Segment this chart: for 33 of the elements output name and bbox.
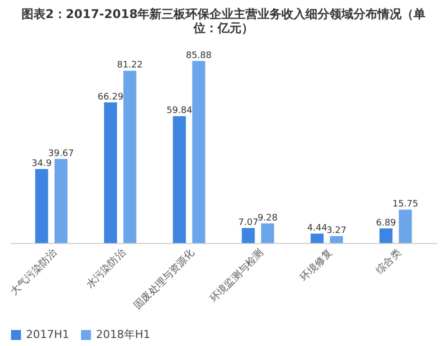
- bar: [123, 70, 136, 243]
- data-label: 9.28: [258, 213, 278, 224]
- bar: [104, 102, 118, 243]
- bar: [380, 228, 393, 243]
- data-label: 6.89: [376, 218, 396, 228]
- data-label: 59.84: [166, 106, 193, 116]
- bar: [242, 228, 255, 243]
- x-tick-label: 水污染防治: [84, 246, 128, 291]
- legend-label: 2017H1: [26, 328, 70, 341]
- bar: [310, 234, 324, 243]
- legend-label: 2018年H1: [96, 328, 150, 341]
- bar: [330, 236, 343, 243]
- data-label: 39.67: [48, 148, 74, 159]
- data-label: 66.29: [98, 92, 124, 102]
- bar: [35, 168, 48, 243]
- data-label: 34.9: [32, 158, 52, 169]
- x-tick-label: 大气污染防治: [8, 246, 60, 298]
- data-label: 15.75: [392, 200, 418, 210]
- bar: [261, 223, 274, 243]
- x-tick-label: 环境监测与检测: [208, 246, 266, 305]
- bar: [192, 60, 206, 243]
- chart-title: 图表2：2017-2018年新三板环保企业主营业务收入细分领域分布情况（单位：亿元）: [21, 7, 426, 35]
- data-label: 7.07: [238, 218, 258, 228]
- bar: [172, 116, 186, 243]
- bar: [54, 158, 68, 243]
- x-tick-label: 固废处理与资源化: [132, 246, 197, 312]
- bar: [398, 210, 412, 243]
- data-label: 3.27: [326, 226, 346, 236]
- data-label: 4.44: [307, 224, 328, 234]
- data-label: 81.22: [116, 60, 143, 71]
- data-label: 85.88: [186, 50, 212, 61]
- x-tick-label: 环境修复: [298, 246, 335, 284]
- x-tick-label: 综合类: [374, 246, 404, 276]
